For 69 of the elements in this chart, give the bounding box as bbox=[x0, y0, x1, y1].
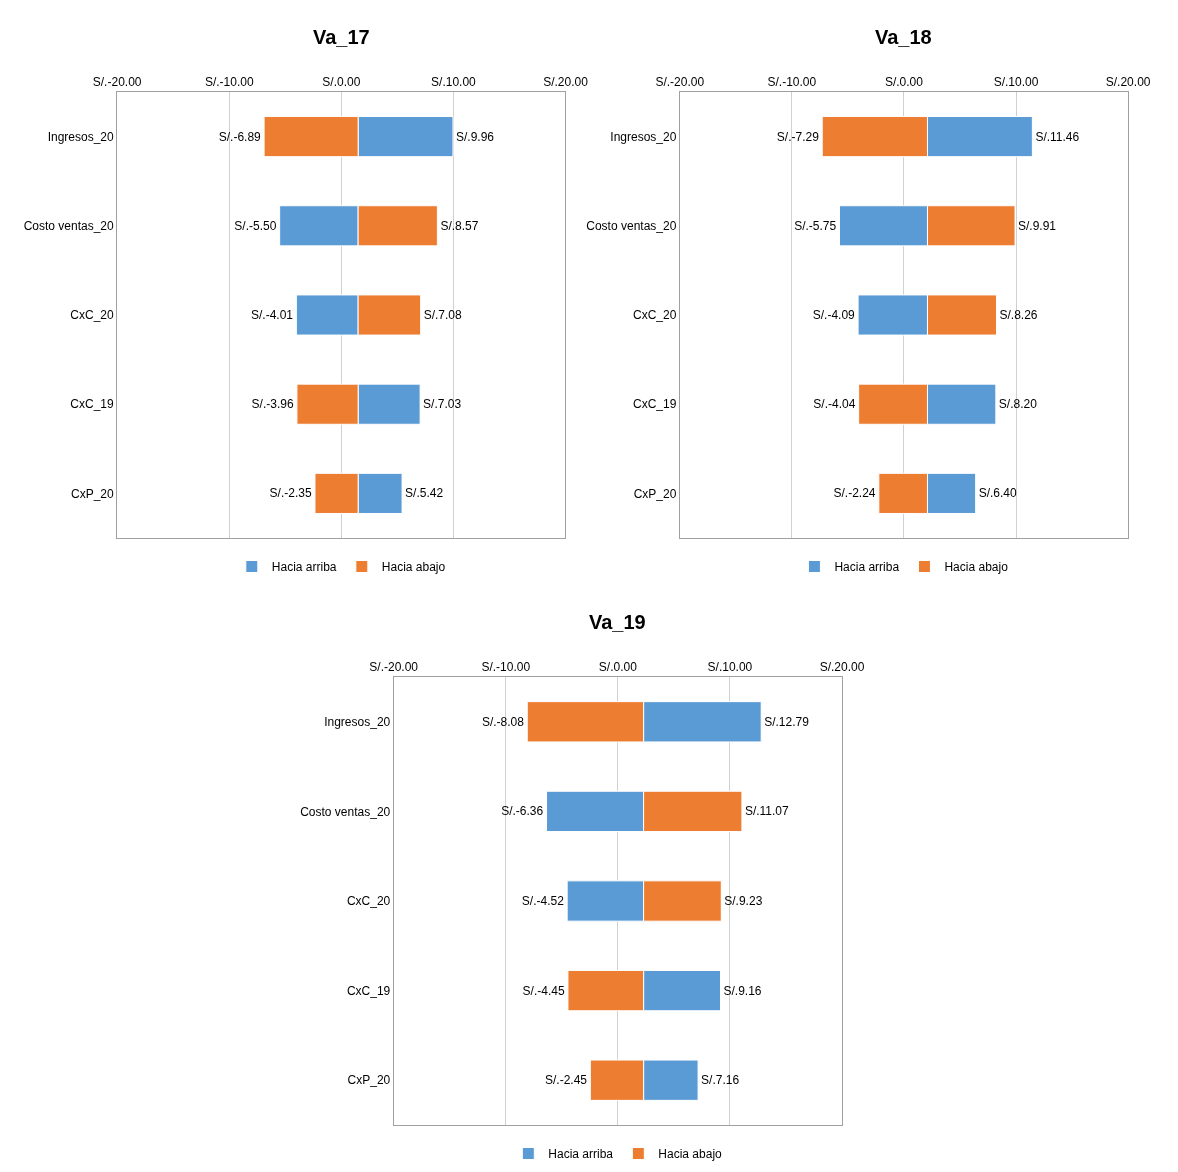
data-label: S/.7.03 bbox=[423, 397, 462, 412]
x-tick-label: S/.-10.00 bbox=[204, 75, 254, 90]
data-label: S/.-3.96 bbox=[251, 397, 294, 412]
chart-title: Va_19 bbox=[589, 611, 646, 633]
data-label: S/.7.16 bbox=[701, 1073, 740, 1088]
legend-label: Hacia arriba bbox=[548, 1147, 614, 1162]
x-tick-label: S/.-10.00 bbox=[481, 660, 531, 675]
data-label: S/.-2.24 bbox=[833, 486, 876, 501]
x-tick-label: S/.-20.00 bbox=[369, 660, 419, 675]
data-label: S/.-4.04 bbox=[813, 397, 856, 412]
y-tick-label: Costo ventas_20 bbox=[300, 804, 391, 819]
data-label: S/.6.40 bbox=[978, 486, 1018, 501]
data-label: S/.-4.01 bbox=[251, 308, 294, 322]
x-tick-label: S/.10.00 bbox=[993, 75, 1039, 90]
legend-label: Hacia abajo bbox=[658, 1147, 723, 1162]
x-tick-label: S/.20.00 bbox=[819, 660, 865, 675]
x-tick-label: S/.20.00 bbox=[543, 75, 589, 90]
y-tick-label: Costo ventas_20 bbox=[586, 219, 677, 233]
data-label: S/.-5.50 bbox=[234, 218, 277, 233]
x-tick-label: S/.20.00 bbox=[1105, 75, 1151, 90]
legend-label: Hacia arriba bbox=[834, 560, 900, 575]
data-label: S/.-4.09 bbox=[812, 308, 856, 322]
data-label: S/.-2.45 bbox=[545, 1073, 588, 1088]
data-label: S/.11.46 bbox=[1035, 129, 1080, 144]
y-tick-label: CxP_20 bbox=[347, 1073, 391, 1088]
y-tick-label: Ingresos_20 bbox=[610, 129, 677, 144]
y-tick-label: CxP_20 bbox=[71, 486, 115, 501]
data-label: S/.8.26 bbox=[999, 308, 1038, 322]
data-label: S/.12.79 bbox=[764, 714, 810, 729]
y-tick-label: CxC_20 bbox=[346, 894, 391, 909]
x-tick-label: S/.0.00 bbox=[322, 75, 361, 90]
y-tick-label: CxC_20 bbox=[70, 308, 115, 323]
data-label: S/.-5.75 bbox=[794, 218, 837, 233]
x-tick-label: S/.-20.00 bbox=[92, 75, 142, 90]
y-tick-label: Costo ventas_20 bbox=[23, 219, 115, 233]
data-label: S/.11.07 bbox=[744, 804, 790, 819]
chart-title: Va_17 bbox=[313, 26, 370, 48]
y-tick-label: CxP_20 bbox=[633, 486, 677, 501]
chart-title: Va_18 bbox=[875, 26, 932, 48]
x-tick-label: S/.0.00 bbox=[598, 660, 638, 675]
y-tick-label: CxC_20 bbox=[632, 308, 677, 323]
data-label: S/.9.96 bbox=[455, 129, 495, 144]
data-label: S/.9.23 bbox=[724, 894, 763, 908]
data-label: S/.9.91 bbox=[1018, 218, 1057, 233]
y-tick-label: CxC_19 bbox=[632, 397, 677, 412]
x-tick-label: S/.-10.00 bbox=[767, 75, 817, 90]
legend-label: Hacia abajo bbox=[381, 560, 446, 575]
data-label: S/.9.16 bbox=[723, 983, 762, 998]
y-tick-label: Ingresos_20 bbox=[324, 715, 391, 729]
x-tick-label: S/.-20.00 bbox=[655, 75, 705, 90]
data-label: S/.-8.08 bbox=[481, 714, 525, 729]
data-label: S/.-2.35 bbox=[269, 486, 312, 501]
legend-label: Hacia arriba bbox=[271, 560, 337, 575]
data-label: S/.-4.52 bbox=[521, 894, 565, 908]
data-label: S/.-7.29 bbox=[776, 129, 820, 144]
data-label: S/.8.20 bbox=[998, 397, 1038, 412]
data-label: S/.-4.45 bbox=[522, 983, 565, 998]
legend-label: Hacia abajo bbox=[944, 560, 1009, 575]
data-label: S/.-6.36 bbox=[501, 804, 544, 819]
data-label: S/.5.42 bbox=[405, 486, 444, 501]
y-tick-label: CxC_19 bbox=[346, 983, 391, 998]
x-tick-label: S/.0.00 bbox=[884, 75, 924, 90]
data-label: S/.7.08 bbox=[423, 308, 463, 322]
y-tick-label: CxC_19 bbox=[70, 397, 115, 412]
data-label: S/.8.57 bbox=[440, 218, 479, 233]
data-label: S/.-6.89 bbox=[218, 129, 262, 144]
x-tick-label: S/.10.00 bbox=[431, 75, 477, 90]
y-tick-label: Ingresos_20 bbox=[47, 129, 115, 144]
x-tick-label: S/.10.00 bbox=[707, 660, 753, 675]
